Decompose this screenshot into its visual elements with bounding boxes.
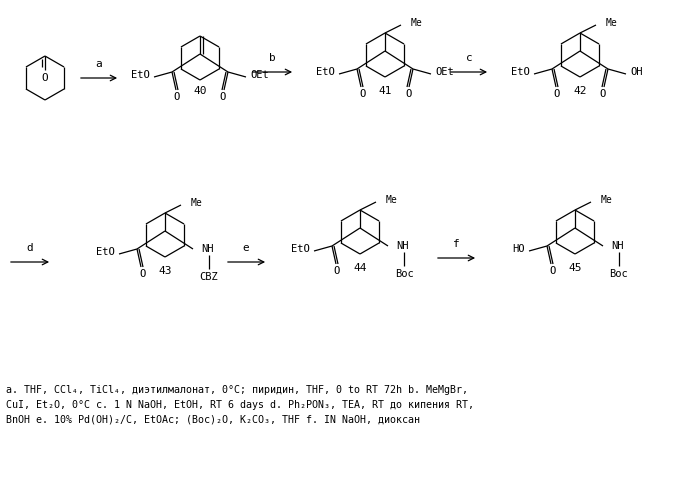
Text: 42: 42 xyxy=(573,86,586,96)
Text: EtO: EtO xyxy=(511,67,530,77)
Text: HO: HO xyxy=(512,244,525,254)
Text: OEt: OEt xyxy=(250,70,268,80)
Text: NH: NH xyxy=(396,241,408,251)
Text: O: O xyxy=(554,89,560,99)
Text: BnOH e. 10% Pd(OH)₂/C, EtOAc; (Boc)₂O, K₂CO₃, THF f. IN NaOH, диоксан: BnOH e. 10% Pd(OH)₂/C, EtOAc; (Boc)₂O, K… xyxy=(6,415,420,425)
Text: CuI, Et₂O, 0°C c. 1 N NaOH, EtOH, RT 6 days d. Ph₂PON₃, TEA, RT до кипения RT,: CuI, Et₂O, 0°C c. 1 N NaOH, EtOH, RT 6 d… xyxy=(6,400,474,410)
Text: NH: NH xyxy=(611,241,624,251)
Text: EtO: EtO xyxy=(96,247,115,257)
Text: Me: Me xyxy=(411,18,423,28)
Text: CBZ: CBZ xyxy=(200,272,218,282)
Text: 45: 45 xyxy=(568,263,582,273)
Text: f: f xyxy=(453,239,459,249)
Text: O: O xyxy=(139,269,145,279)
Text: b: b xyxy=(268,53,275,63)
Text: a: a xyxy=(96,59,102,69)
Text: NH: NH xyxy=(201,244,213,254)
Text: O: O xyxy=(359,89,365,99)
Text: 41: 41 xyxy=(378,86,391,96)
Text: a. THF, CCl₄, TiCl₄, диэтилмалонат, 0°C; пиридин, THF, 0 to RT 72h b. MeMgBr,: a. THF, CCl₄, TiCl₄, диэтилмалонат, 0°C;… xyxy=(6,385,468,395)
Text: O: O xyxy=(174,92,180,102)
Text: EtO: EtO xyxy=(131,70,150,80)
Text: Me: Me xyxy=(601,195,613,205)
Text: Me: Me xyxy=(191,198,203,208)
Text: 44: 44 xyxy=(353,263,367,273)
Text: O: O xyxy=(42,73,48,83)
Text: d: d xyxy=(27,243,34,253)
Text: 40: 40 xyxy=(193,86,207,96)
Text: 43: 43 xyxy=(158,266,172,276)
Text: O: O xyxy=(334,266,340,276)
Text: Me: Me xyxy=(386,195,398,205)
Text: O: O xyxy=(549,266,555,276)
Text: OH: OH xyxy=(630,67,642,77)
Text: O: O xyxy=(220,92,226,102)
Text: EtO: EtO xyxy=(291,244,310,254)
Text: Boc: Boc xyxy=(610,269,628,279)
Text: Me: Me xyxy=(606,18,618,28)
Text: c: c xyxy=(466,53,473,63)
Text: EtO: EtO xyxy=(316,67,335,77)
Text: OEt: OEt xyxy=(435,67,454,77)
Text: Boc: Boc xyxy=(395,269,413,279)
Text: O: O xyxy=(405,89,411,99)
Text: e: e xyxy=(243,243,250,253)
Text: O: O xyxy=(600,89,606,99)
